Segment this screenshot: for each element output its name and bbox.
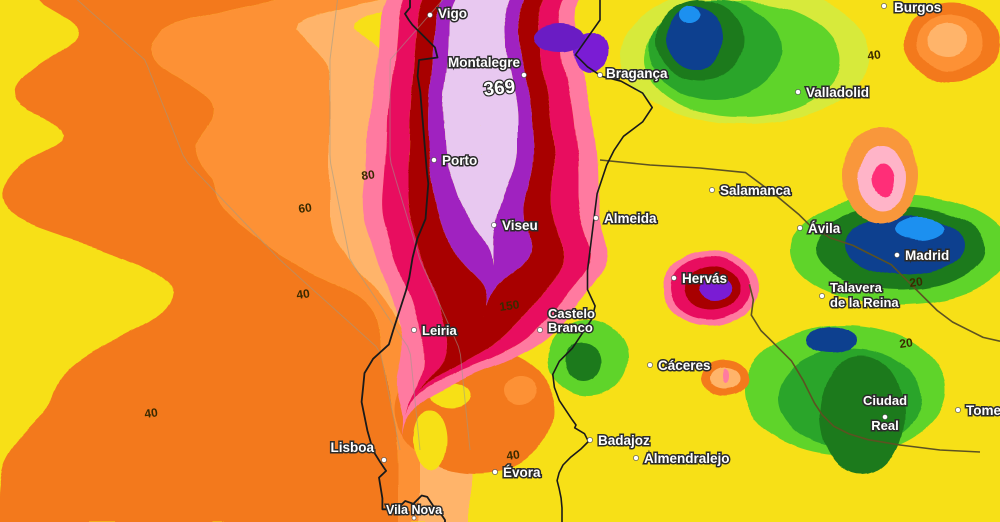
svg-text:Talavera: Talavera	[830, 280, 883, 295]
svg-text:Montalegre: Montalegre	[448, 55, 521, 70]
svg-text:40: 40	[143, 405, 158, 421]
svg-text:Madrid: Madrid	[905, 248, 949, 263]
svg-text:60: 60	[297, 200, 312, 216]
svg-text:Almendralejo: Almendralejo	[644, 451, 730, 466]
svg-text:de la Reina: de la Reina	[830, 295, 899, 310]
svg-text:Castelo: Castelo	[548, 306, 595, 321]
svg-text:Évora: Évora	[503, 465, 541, 480]
svg-text:Tomelloso: Tomelloso	[966, 403, 1000, 418]
svg-text:40: 40	[295, 286, 310, 302]
svg-text:Leiria: Leiria	[422, 323, 457, 338]
svg-text:Vila Nova: Vila Nova	[386, 503, 443, 517]
svg-text:Bragança: Bragança	[606, 66, 668, 81]
svg-text:Valladolid: Valladolid	[806, 85, 869, 100]
svg-text:Almeida: Almeida	[604, 211, 657, 226]
svg-text:Lisboa: Lisboa	[330, 440, 374, 455]
svg-text:Cáceres: Cáceres	[658, 358, 711, 373]
svg-text:Ávila: Ávila	[808, 221, 841, 236]
svg-text:Badajoz: Badajoz	[598, 433, 650, 448]
svg-text:Hervás: Hervás	[682, 271, 727, 286]
svg-text:Vigo: Vigo	[438, 6, 467, 21]
svg-text:Salamanca: Salamanca	[720, 183, 791, 198]
svg-text:40: 40	[505, 447, 520, 463]
svg-text:Branco: Branco	[548, 320, 593, 335]
svg-text:369: 369	[483, 76, 517, 100]
svg-text:20: 20	[898, 335, 913, 351]
svg-text:Ciudad: Ciudad	[863, 393, 907, 408]
svg-text:40: 40	[866, 47, 881, 63]
svg-text:80: 80	[360, 167, 375, 183]
svg-text:Burgos: Burgos	[894, 0, 941, 15]
svg-text:Real: Real	[871, 418, 898, 433]
svg-text:20: 20	[908, 274, 923, 290]
svg-text:Porto: Porto	[442, 153, 477, 168]
svg-text:Viseu: Viseu	[502, 218, 538, 233]
svg-text:150: 150	[498, 297, 520, 314]
